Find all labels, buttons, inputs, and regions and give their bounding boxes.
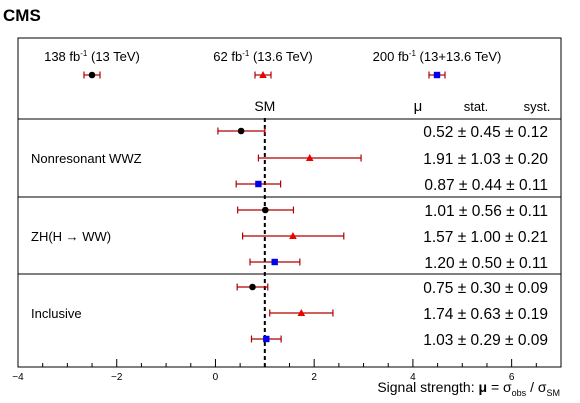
- value-label-g1-p0: 1.01 ± 0.56 ± 0.11: [424, 203, 548, 220]
- x-tick-label: 0: [213, 372, 219, 383]
- sm-label: SM: [254, 98, 275, 114]
- marker-g2-p1: [297, 309, 306, 316]
- legend-label-2: 200 fb-1 (13+13.6 TeV): [373, 49, 502, 64]
- value-label-g2-p0: 0.75 ± 0.30 ± 0.09: [423, 280, 548, 297]
- header-stat: stat.: [464, 99, 489, 114]
- marker-g0-p2: [255, 180, 262, 188]
- group-label-2: Inclusive: [31, 306, 82, 321]
- x-tick-label: 2: [311, 372, 317, 383]
- x-tick-label: 6: [509, 372, 515, 383]
- legend-label-1: 62 fb-1 (13.6 TeV): [213, 49, 312, 64]
- x-tick-label: −4: [12, 372, 24, 383]
- experiment-label: CMS: [3, 6, 41, 25]
- value-label-g2-p2: 1.03 ± 0.29 ± 0.09: [423, 332, 548, 349]
- marker-g1-p0: [262, 206, 269, 214]
- marker-g2-p0: [249, 283, 256, 291]
- marker-g2-p2: [263, 335, 270, 343]
- marker-g0-p1: [305, 154, 314, 161]
- marker-g1-p1: [289, 232, 297, 239]
- value-label-g1-p1: 1.57 ± 1.00 ± 0.21: [423, 229, 548, 246]
- value-label-g0-p0: 0.52 ± 0.45 ± 0.12: [423, 124, 548, 141]
- value-label-g0-p2: 0.87 ± 0.44 ± 0.11: [424, 177, 548, 194]
- marker-g1-p2: [271, 258, 278, 266]
- legend-marker-0: [88, 71, 96, 79]
- group-label-0: Nonresonant WWZ: [31, 151, 142, 166]
- marker-g0-p0: [237, 127, 245, 135]
- x-tick-label: −2: [111, 372, 123, 383]
- value-label-g2-p1: 1.74 ± 0.63 ± 0.19: [423, 306, 548, 323]
- legend-marker-1: [259, 71, 267, 78]
- value-label-g1-p2: 1.20 ± 0.50 ± 0.11: [424, 255, 548, 272]
- x-axis-title: Signal strength: μ = σobs / σSM: [377, 379, 560, 398]
- header-syst: syst.: [524, 99, 551, 114]
- legend-label-0: 138 fb-1 (13 TeV): [44, 49, 140, 64]
- group-label-1: ZH(H → WW): [31, 229, 111, 244]
- x-tick-label: 4: [410, 372, 416, 383]
- legend-marker-2: [433, 71, 441, 79]
- value-label-g0-p1: 1.91 ± 1.03 ± 0.20: [423, 151, 548, 168]
- header-mu: μ: [414, 98, 423, 115]
